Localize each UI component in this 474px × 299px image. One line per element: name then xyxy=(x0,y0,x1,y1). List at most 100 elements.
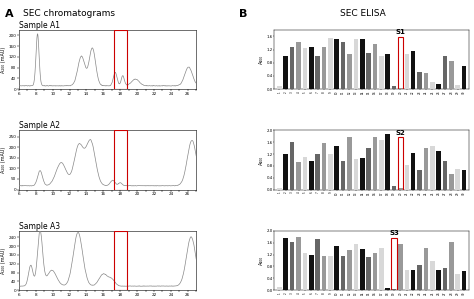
Bar xyxy=(385,288,390,290)
Bar xyxy=(360,39,365,89)
Y-axis label: A₂₀₀ (mAU): A₂₀₀ (mAU) xyxy=(1,46,6,73)
Bar xyxy=(424,73,428,89)
Bar xyxy=(373,137,377,190)
Bar xyxy=(456,85,460,89)
Bar xyxy=(347,137,352,190)
Bar xyxy=(114,231,127,290)
Bar xyxy=(462,170,466,190)
Bar xyxy=(366,53,371,89)
Text: Sample A1: Sample A1 xyxy=(19,21,60,30)
Bar xyxy=(354,159,358,190)
Y-axis label: A₄₀₀: A₄₀₀ xyxy=(259,155,264,164)
Bar xyxy=(385,54,390,89)
Bar xyxy=(398,138,403,190)
Bar xyxy=(456,274,460,290)
Bar xyxy=(430,83,435,89)
Bar xyxy=(443,56,447,89)
Bar xyxy=(283,154,288,190)
Bar xyxy=(462,66,466,89)
Bar xyxy=(277,188,282,190)
Bar xyxy=(328,38,333,89)
Text: Sample A2: Sample A2 xyxy=(19,121,60,130)
Bar xyxy=(449,61,454,89)
Bar xyxy=(302,253,307,290)
Bar xyxy=(309,161,314,190)
Bar xyxy=(114,30,127,89)
Bar xyxy=(315,154,320,190)
Bar xyxy=(417,72,422,89)
Bar xyxy=(366,257,371,290)
Bar xyxy=(373,44,377,89)
Bar xyxy=(322,47,326,89)
Bar xyxy=(430,261,435,290)
Bar xyxy=(411,51,416,89)
Bar xyxy=(341,161,346,190)
Bar xyxy=(411,271,416,290)
Bar xyxy=(296,42,301,89)
Bar xyxy=(296,162,301,190)
Bar xyxy=(283,238,288,290)
Bar xyxy=(322,143,326,190)
Bar xyxy=(335,39,339,89)
Y-axis label: A₄₀₀: A₄₀₀ xyxy=(259,256,264,265)
Bar xyxy=(379,141,383,190)
Bar xyxy=(392,186,396,190)
Text: B: B xyxy=(239,9,248,19)
Bar xyxy=(391,238,397,290)
Bar xyxy=(392,86,396,89)
Bar xyxy=(360,158,365,190)
Bar xyxy=(411,153,416,190)
Bar xyxy=(315,56,320,89)
Text: SEC ELISA: SEC ELISA xyxy=(340,9,385,18)
Bar xyxy=(404,165,409,190)
Bar xyxy=(373,254,377,290)
Bar xyxy=(335,246,339,290)
Bar xyxy=(328,154,333,190)
Bar xyxy=(424,148,428,190)
Bar xyxy=(309,255,314,290)
Bar xyxy=(366,148,371,190)
Bar xyxy=(437,84,441,89)
Bar xyxy=(302,48,307,89)
Bar xyxy=(449,242,454,290)
Bar xyxy=(462,271,466,290)
Text: A: A xyxy=(5,9,13,19)
Bar xyxy=(424,248,428,290)
Bar xyxy=(456,169,460,190)
Bar xyxy=(354,39,358,89)
Bar xyxy=(354,244,358,290)
Bar xyxy=(398,188,403,190)
Text: SEC chromatograms: SEC chromatograms xyxy=(23,9,115,18)
Bar xyxy=(296,237,301,290)
Bar xyxy=(404,270,409,290)
Bar xyxy=(449,174,454,190)
Bar xyxy=(398,88,403,89)
Bar xyxy=(417,265,422,290)
Bar xyxy=(347,250,352,290)
Bar xyxy=(437,270,441,290)
Bar xyxy=(341,256,346,290)
Bar xyxy=(277,86,282,89)
Bar xyxy=(398,37,403,89)
Bar xyxy=(290,142,294,190)
Bar xyxy=(398,243,403,290)
Text: S1: S1 xyxy=(395,29,405,35)
Bar xyxy=(379,56,383,89)
Text: S3: S3 xyxy=(389,230,399,236)
Bar xyxy=(290,242,294,290)
Text: S2: S2 xyxy=(396,130,405,136)
Bar xyxy=(347,54,352,89)
Y-axis label: A₄₀₀: A₄₀₀ xyxy=(259,55,264,64)
Y-axis label: A₂₀₀ (mAU): A₂₀₀ (mAU) xyxy=(1,147,6,173)
Bar xyxy=(335,146,339,190)
Bar xyxy=(417,170,422,190)
Bar xyxy=(443,161,447,190)
Bar xyxy=(437,151,441,190)
Bar xyxy=(309,47,314,89)
Bar xyxy=(392,289,396,290)
Bar xyxy=(385,134,390,190)
Bar xyxy=(341,42,346,89)
Bar xyxy=(360,249,365,290)
Bar xyxy=(430,146,435,190)
Bar xyxy=(277,287,282,290)
